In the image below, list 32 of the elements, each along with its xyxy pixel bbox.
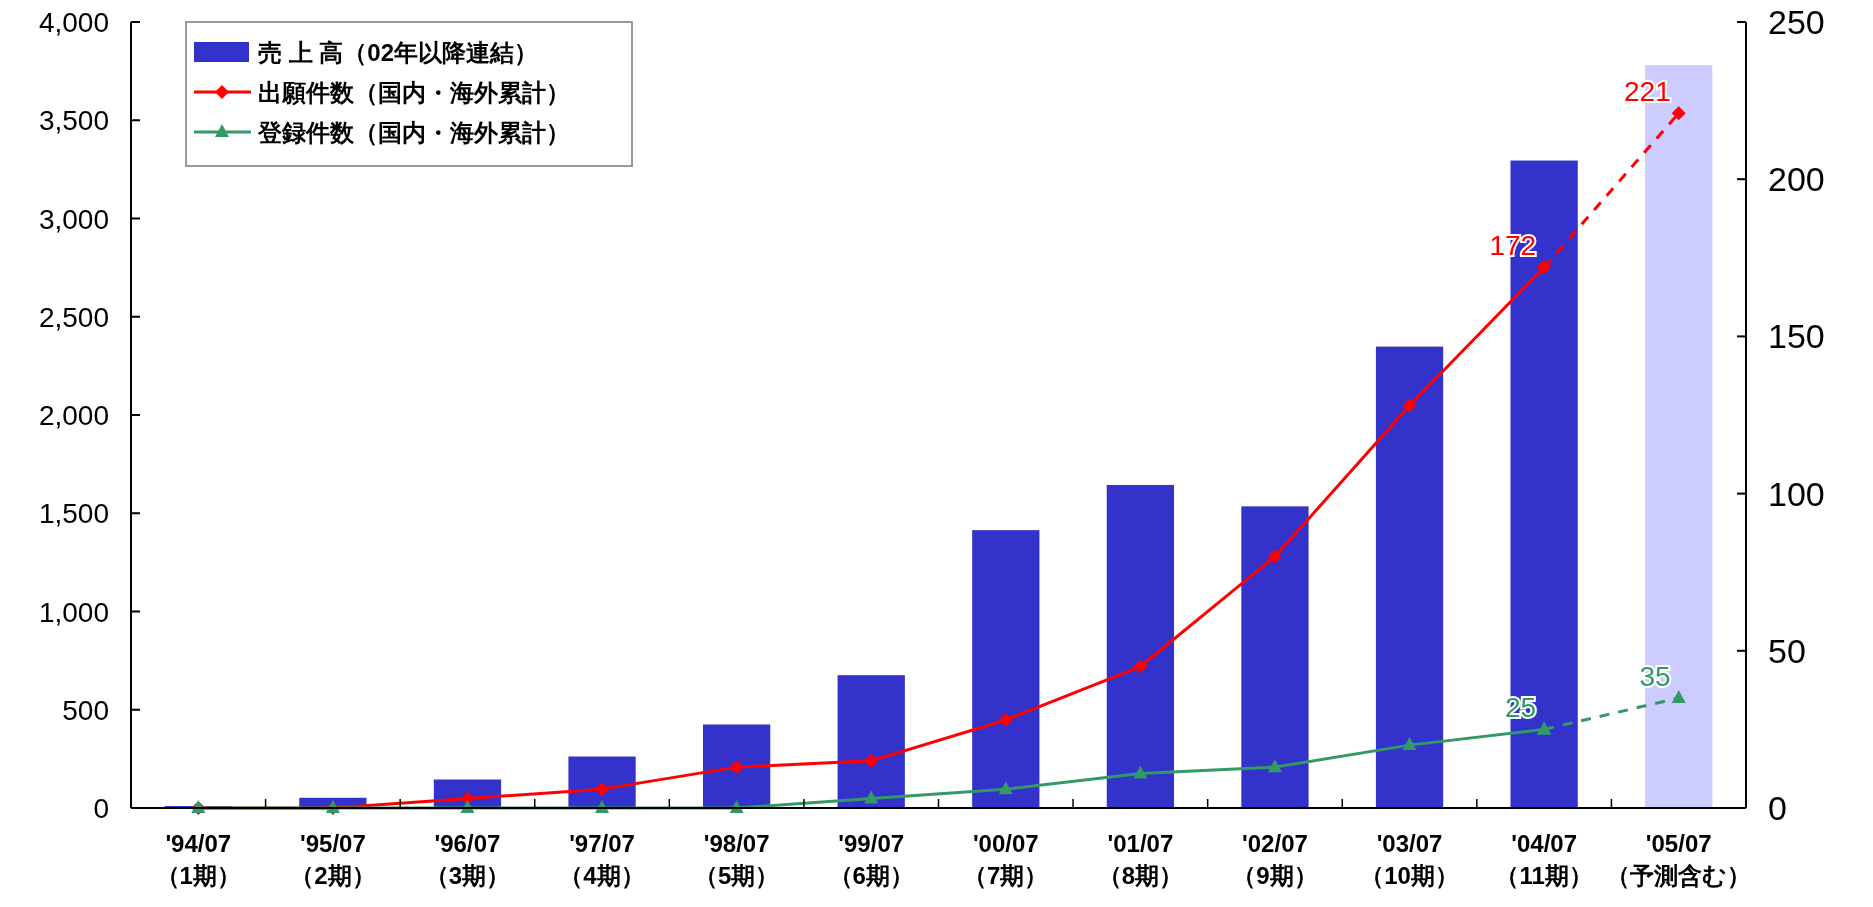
y-tick-label: 1,500 <box>38 498 109 530</box>
x-tick-label: '98/07 （5期） <box>693 830 780 889</box>
y-tick-label: 1,000 <box>38 596 109 628</box>
y-tick-label: 500 <box>62 694 109 726</box>
y2-tick-label: 200 <box>1768 160 1825 199</box>
x-tick-label: '94/07 （1期） <box>155 830 241 889</box>
y-tick-label: 3,500 <box>38 105 109 137</box>
legend-label: 登録件数（国内・海外累計） <box>257 119 570 146</box>
data-label: 35 <box>1639 660 1671 692</box>
x-tick-label: '97/07 （4期） <box>559 830 645 889</box>
x-tick-label: '04/07 （11期） <box>1495 830 1593 889</box>
legend-label: 売 上 高（02年以降連結） <box>258 39 539 66</box>
x-tick-label: '00/07 （7期） <box>963 830 1049 889</box>
y-tick-label: 2,500 <box>38 301 109 333</box>
y2-tick-label: 0 <box>1768 789 1787 827</box>
x-tick-label: '01/07 （8期） <box>1097 830 1184 889</box>
y2-tick-label: 250 <box>1768 3 1825 41</box>
x-tick-label: '02/07 （9期） <box>1232 830 1318 889</box>
x-tick-label: '96/07 （3期） <box>424 830 511 889</box>
x-tick-label: '05/07 （予測含む） <box>1606 830 1752 889</box>
y-tick-label: 4,000 <box>38 7 109 38</box>
y2-tick-label: 150 <box>1768 317 1825 356</box>
y2-tick-label: 100 <box>1768 474 1825 513</box>
legend-label: 出願件数（国内・海外累計） <box>258 79 570 106</box>
data-label: 221 <box>1623 76 1671 108</box>
y-tick-label: 3,000 <box>38 203 109 235</box>
x-tick-label: '99/07 （6期） <box>828 830 914 889</box>
y2-tick-label: 50 <box>1768 631 1806 670</box>
x-tick-label: '95/07 （2期） <box>290 830 376 889</box>
x-tick-label: '03/07 （10期） <box>1360 830 1459 889</box>
y-tick-label: 0 <box>93 793 109 824</box>
y-tick-label: 2,000 <box>38 400 109 431</box>
